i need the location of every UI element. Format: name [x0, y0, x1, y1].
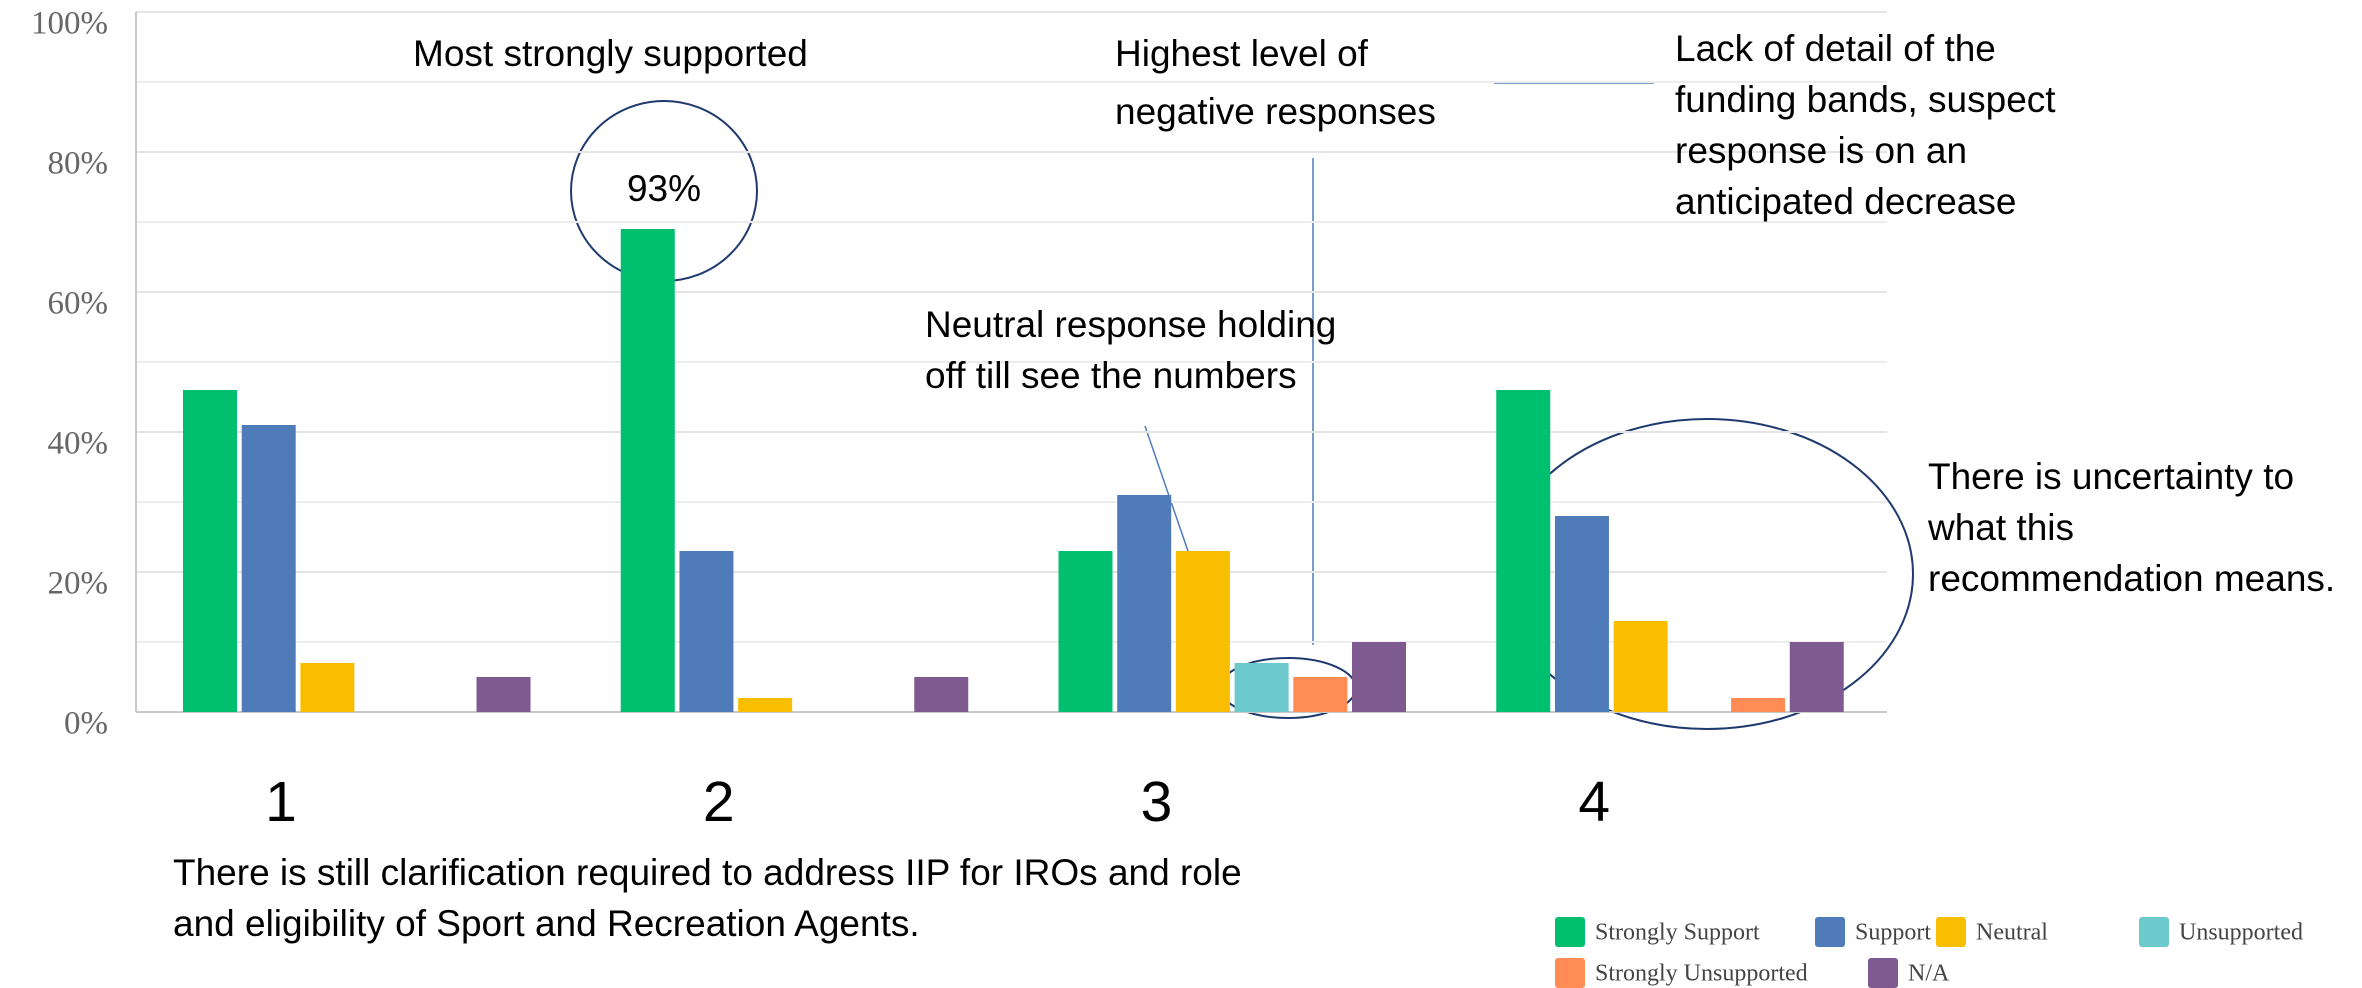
- annotation: negative responses: [1115, 91, 1436, 132]
- y-tick-label: 40%: [48, 426, 109, 462]
- bar: [738, 698, 793, 712]
- legend-label: Unsupported: [2179, 920, 2303, 946]
- annotation: recommendation means.: [1928, 558, 2335, 599]
- annotation: anticipated decrease: [1675, 181, 2016, 222]
- annotation: Highest level of: [1115, 33, 1369, 74]
- bar: [300, 663, 355, 712]
- annotation: There is uncertainty to: [1928, 456, 2294, 497]
- annotation: what this: [1927, 507, 2074, 548]
- annotation: 93%: [627, 168, 701, 209]
- legend-label: Neutral: [1976, 920, 2048, 946]
- bar: [1352, 642, 1406, 712]
- y-tick-label: 80%: [48, 146, 109, 182]
- bar: [476, 677, 531, 712]
- x-tick-label: 2: [703, 770, 735, 834]
- bar: [679, 551, 734, 712]
- legend-swatch: [2139, 917, 2169, 947]
- bar: [241, 425, 296, 712]
- bar: [1117, 495, 1172, 712]
- bar: [1058, 551, 1113, 712]
- bar: [1731, 698, 1786, 712]
- bar: [1496, 390, 1551, 712]
- x-tick-label: 4: [1578, 770, 1610, 834]
- legend-label: Support: [1855, 920, 1931, 946]
- legend-swatch: [1555, 917, 1585, 947]
- bar: [1554, 516, 1609, 712]
- legend-label: Strongly Support: [1595, 920, 1760, 946]
- bar: [1613, 621, 1668, 712]
- bar: [620, 229, 675, 712]
- y-tick-label: 100%: [31, 6, 108, 42]
- annotation: Neutral response holding: [925, 304, 1336, 345]
- footnote: There is still clarification required to…: [173, 852, 1242, 893]
- annotation: response is on an: [1675, 130, 1967, 171]
- annotation: Lack of detail of the: [1675, 28, 1996, 69]
- footnote: and eligibility of Sport and Recreation …: [173, 903, 920, 944]
- legend-label: Strongly Unsupported: [1595, 961, 1808, 987]
- x-tick-label: 3: [1141, 770, 1173, 834]
- legend-swatch: [1815, 917, 1845, 947]
- y-tick-label: 0%: [64, 706, 108, 742]
- bar: [914, 677, 969, 712]
- legend-label: N/A: [1908, 961, 1950, 987]
- y-tick-label: 20%: [48, 566, 109, 602]
- legend-swatch: [1868, 958, 1898, 988]
- bar: [183, 390, 237, 712]
- bar: [1789, 642, 1844, 712]
- annotation: funding bands, suspect: [1675, 79, 2056, 120]
- bar: [1293, 677, 1348, 712]
- x-tick-label: 1: [265, 770, 297, 834]
- callout-line: [1144, 425, 1190, 555]
- bar: [1175, 551, 1230, 712]
- y-tick-label: 60%: [48, 286, 109, 322]
- bar: [1234, 663, 1289, 712]
- annotation: Most strongly supported: [413, 33, 808, 74]
- annotation: off till see the numbers: [925, 355, 1297, 396]
- legend-swatch: [1555, 958, 1585, 988]
- legend-swatch: [1936, 917, 1966, 947]
